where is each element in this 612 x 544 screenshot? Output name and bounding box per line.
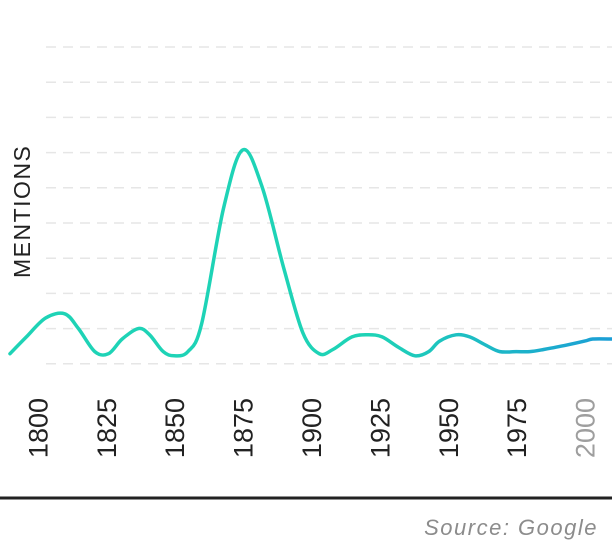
x-tick-label: 1975 bbox=[502, 398, 532, 458]
x-tick-label: 1900 bbox=[297, 398, 327, 458]
series-layer bbox=[8, 147, 612, 358]
x-tick-label: 2000 bbox=[571, 398, 601, 458]
source-note: Source: Google bbox=[424, 515, 598, 540]
series-line-0 bbox=[8, 147, 612, 358]
x-tick-label: 1950 bbox=[434, 398, 464, 458]
x-tick-label: 1925 bbox=[365, 398, 395, 458]
x-tick-labels: 1800 1825 1850 1875 1900 1925 1950 1975 2000 bbox=[23, 398, 600, 458]
x-tick-label: 1825 bbox=[92, 398, 122, 458]
x-tick-label: 1850 bbox=[160, 398, 190, 458]
x-tick-label: 1875 bbox=[229, 398, 259, 458]
grid bbox=[46, 46, 612, 365]
x-tick-label: 1800 bbox=[23, 398, 53, 458]
y-axis-label: MENTIONS bbox=[9, 145, 35, 278]
